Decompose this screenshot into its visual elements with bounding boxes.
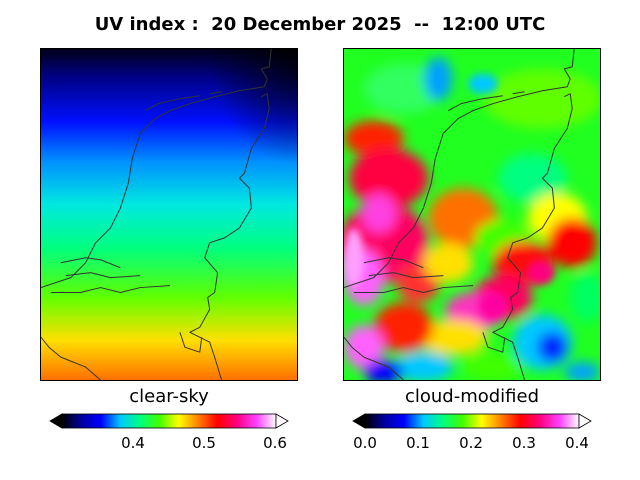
coastline-left	[41, 49, 272, 380]
clear-sky-map	[40, 48, 298, 381]
chart-title: UV index : 20 December 2025 -- 12:00 UTC	[94, 14, 546, 35]
left-tick-1: 0.5	[192, 434, 216, 452]
left-tick-2: 0.6	[263, 434, 287, 452]
cloud-modified-colorbar	[352, 413, 592, 429]
cloud-modified-map	[343, 48, 601, 381]
cloud-modified-label: cloud-modified	[404, 386, 540, 407]
coastline-right	[344, 49, 575, 380]
right-tick-4: 0.4	[565, 434, 589, 452]
left-tick-0: 0.4	[121, 434, 145, 452]
right-tick-1: 0.1	[406, 434, 430, 452]
right-tick-0: 0.0	[353, 434, 377, 452]
clear-sky-label: clear-sky	[129, 386, 209, 407]
right-tick-3: 0.3	[512, 434, 536, 452]
clear-sky-colorbar	[49, 413, 289, 429]
right-tick-2: 0.2	[459, 434, 483, 452]
